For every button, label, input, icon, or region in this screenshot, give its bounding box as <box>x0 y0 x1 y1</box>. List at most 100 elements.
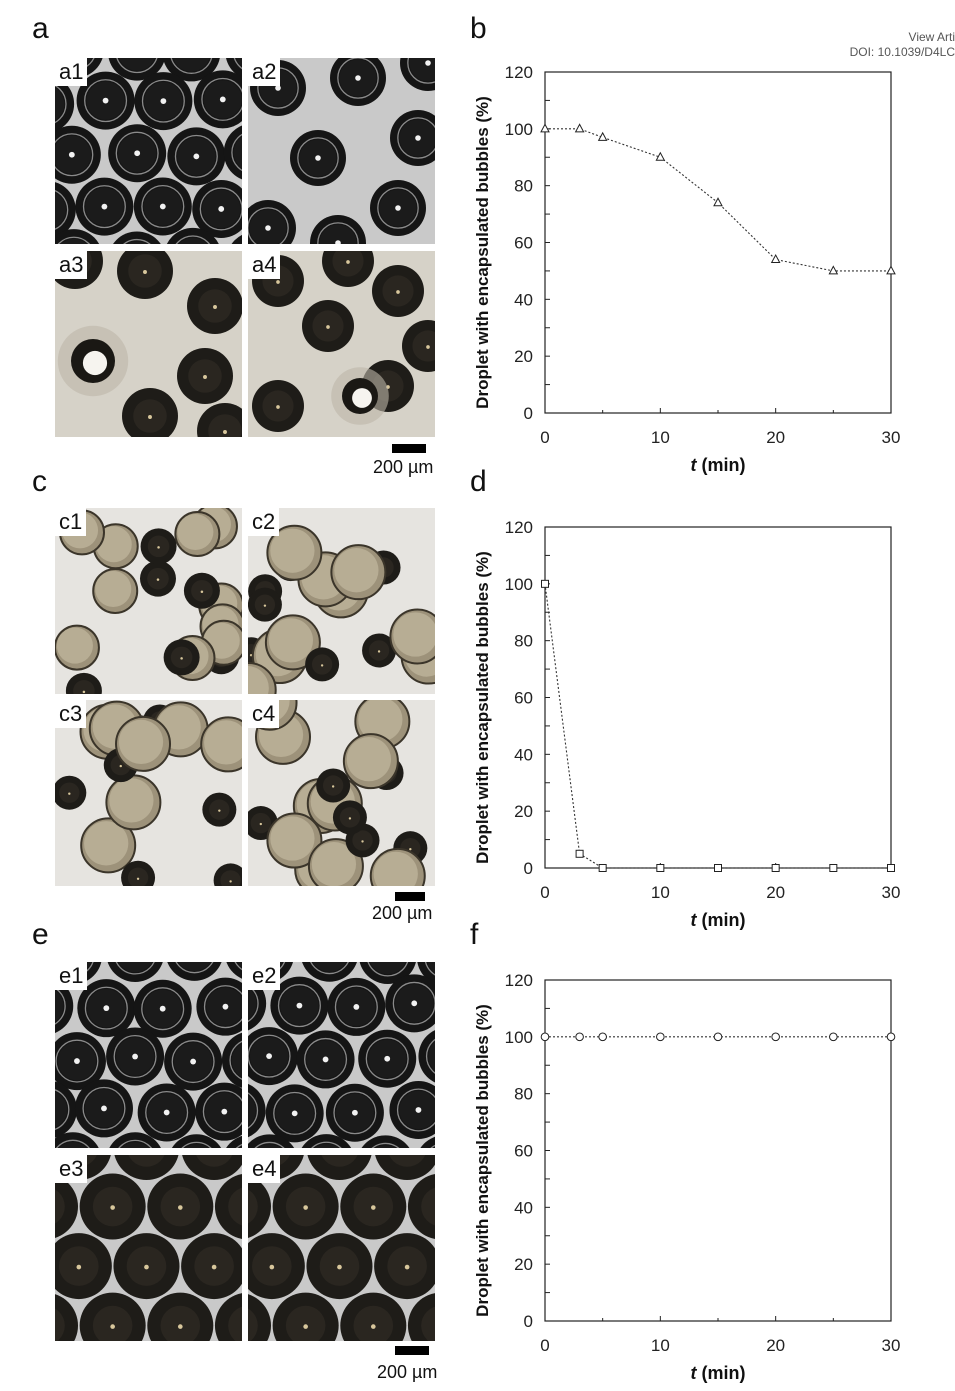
micrograph-label: e3 <box>55 1155 88 1183</box>
micrograph-image <box>55 58 242 244</box>
panel-letter-e: e <box>32 918 49 951</box>
data-point <box>713 197 723 207</box>
micrograph-a4: a4 <box>248 251 435 437</box>
y-axis-label: Droplet with encapsulated bubbles (%) <box>473 96 492 409</box>
series-line <box>544 583 891 869</box>
scale-bar-c <box>395 892 425 901</box>
panel-letter-b: b <box>470 12 487 45</box>
chart-f: 0 20 40 60 80 100 120 0 10 20 30 t (min) Droplet wit… <box>473 971 901 1383</box>
plot-frame <box>544 526 892 869</box>
y-axis-label: Droplet with encapsulated bubbles (%) <box>473 551 492 864</box>
doi-header: View Arti DOI: 10.1039/D4LC <box>850 30 955 60</box>
x-axis-label: t (min) <box>691 455 746 475</box>
y-tick-label: 20 <box>514 802 533 821</box>
micrograph-label: a1 <box>55 58 88 86</box>
micrograph-label: a3 <box>55 251 88 279</box>
x-tick-label: 20 <box>766 1336 785 1355</box>
data-point <box>829 864 838 872</box>
micrograph-c3: c3 <box>55 700 242 886</box>
x-tick-label: 30 <box>882 883 901 902</box>
data-point <box>656 1032 665 1042</box>
y-tick-label: 20 <box>514 1255 533 1274</box>
micrograph-label: e1 <box>55 962 88 990</box>
y-tick-label: 120 <box>505 63 533 82</box>
y-tick-label: 20 <box>514 347 533 366</box>
y-tick-label: 60 <box>514 1142 533 1161</box>
chart-d: 0 20 40 60 80 100 120 0 10 20 30 t (min) Droplet wit… <box>473 518 901 930</box>
data-point <box>574 123 585 133</box>
data-point <box>598 1032 607 1042</box>
data-point <box>541 579 549 588</box>
micrograph-label: c3 <box>55 700 87 728</box>
y-tick-label: 0 <box>524 1312 533 1331</box>
y-tick-label: 40 <box>514 290 533 309</box>
micrograph-image <box>248 58 435 244</box>
y-tick-label: 100 <box>505 575 533 594</box>
micrograph-image <box>55 508 242 694</box>
micrograph-label: e2 <box>248 962 281 990</box>
micrograph-c2: c2 <box>248 508 435 694</box>
y-tick-label: 80 <box>514 1085 533 1104</box>
micrograph-label: a4 <box>248 251 281 279</box>
x-axis-label: t (min) <box>691 910 746 930</box>
x-tick-label: 0 <box>540 883 549 902</box>
y-tick-label: 0 <box>524 404 533 423</box>
doi-text: DOI: 10.1039/D4LC <box>849 45 955 59</box>
y-tick-label: 40 <box>514 1198 533 1217</box>
x-tick-label: 30 <box>882 1336 901 1355</box>
panel-letter-f: f <box>470 918 479 951</box>
data-point <box>887 864 895 872</box>
y-tick-label: 120 <box>505 518 533 537</box>
data-point <box>886 265 896 275</box>
micrograph-e4: e4 <box>248 1155 435 1341</box>
x-tick-label: 0 <box>540 1336 549 1355</box>
x-tick-label: 0 <box>540 428 549 447</box>
data-point <box>575 849 584 858</box>
data-point <box>655 151 666 161</box>
data-point <box>714 864 722 872</box>
series-line <box>545 128 891 272</box>
y-tick-label: 120 <box>505 971 533 990</box>
y-tick-label: 40 <box>514 745 533 764</box>
chart-b: 0 20 40 60 80 100 120 0 10 20 30 t (min) Droplet wit… <box>473 63 901 475</box>
data-point <box>829 1032 838 1042</box>
micrograph-c1: c1 <box>55 508 242 694</box>
scale-label-a: 200 µm <box>373 457 434 477</box>
y-tick-label: 100 <box>505 120 533 139</box>
data-point <box>575 1032 584 1042</box>
x-tick-label: 30 <box>882 428 901 447</box>
view-article-link[interactable]: View Arti <box>908 30 955 44</box>
micrograph-a2: a2 <box>248 58 435 244</box>
micrograph-label: c4 <box>248 700 280 728</box>
micrograph-label: a2 <box>248 58 281 86</box>
data-point <box>770 253 781 264</box>
plot-frame <box>544 979 892 1322</box>
y-tick-label: 60 <box>514 234 533 253</box>
data-point <box>886 1032 896 1042</box>
micrograph-e3: e3 <box>55 1155 242 1341</box>
scale-bar-e <box>395 1346 429 1355</box>
panel-letter-d: d <box>470 465 487 498</box>
micrograph-label: c2 <box>248 508 280 536</box>
scale-label-e: 200 µm <box>377 1362 438 1382</box>
x-tick-label: 10 <box>651 428 670 447</box>
data-point <box>713 1032 723 1042</box>
data-point <box>540 123 550 133</box>
micrograph-image <box>55 700 242 886</box>
micrograph-e2: e2 <box>248 962 435 1148</box>
y-tick-label: 80 <box>514 177 533 196</box>
plot-frame <box>544 71 892 414</box>
x-tick-label: 10 <box>651 1336 670 1355</box>
micrograph-image <box>248 251 435 437</box>
y-axis-label: Droplet with encapsulated bubbles (%) <box>473 1004 492 1317</box>
data-point <box>540 1032 550 1042</box>
micrograph-image <box>248 700 435 886</box>
y-tick-label: 0 <box>524 859 533 878</box>
data-point <box>771 1032 780 1042</box>
micrograph-label: e4 <box>248 1155 281 1183</box>
scale-label-c: 200 µm <box>372 903 433 923</box>
micrograph-c4: c4 <box>248 700 435 886</box>
y-tick-label: 80 <box>514 632 533 651</box>
micrograph-a3: a3 <box>55 251 242 437</box>
x-tick-label: 20 <box>766 883 785 902</box>
